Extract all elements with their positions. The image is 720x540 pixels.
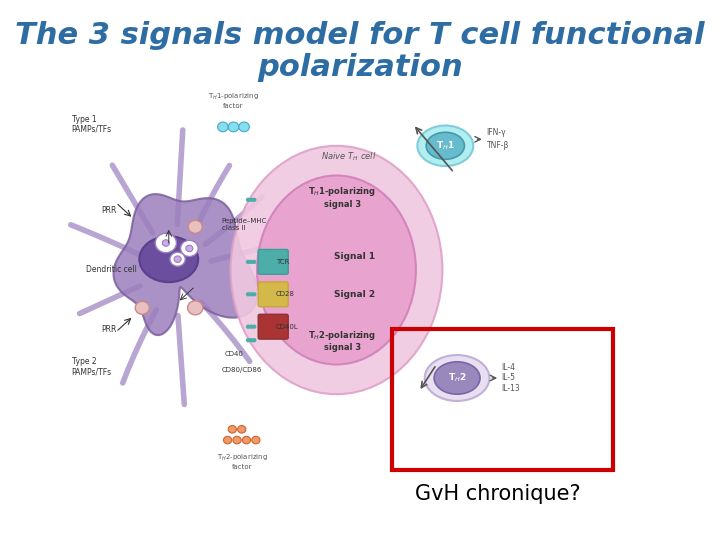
Text: IL-13: IL-13 <box>501 384 520 393</box>
Circle shape <box>246 198 251 202</box>
Ellipse shape <box>230 146 442 394</box>
Circle shape <box>252 198 256 202</box>
Ellipse shape <box>426 132 464 159</box>
FancyBboxPatch shape <box>258 314 288 339</box>
FancyBboxPatch shape <box>258 282 288 307</box>
Circle shape <box>243 436 251 444</box>
Text: Signal 2: Signal 2 <box>333 290 374 299</box>
Circle shape <box>246 338 251 342</box>
Text: Type 2
PAMPs/TFs: Type 2 PAMPs/TFs <box>72 357 112 377</box>
Text: GvH chronique?: GvH chronique? <box>415 484 581 504</box>
Text: polarization: polarization <box>257 53 463 82</box>
Circle shape <box>174 256 181 262</box>
Circle shape <box>156 233 176 253</box>
Bar <box>392 329 613 470</box>
Ellipse shape <box>418 126 473 166</box>
Text: T$_H$2-polarizing
signal 3: T$_H$2-polarizing signal 3 <box>308 328 377 352</box>
Circle shape <box>135 301 149 314</box>
Circle shape <box>249 325 253 329</box>
Circle shape <box>217 122 228 132</box>
Polygon shape <box>114 194 258 335</box>
Circle shape <box>252 436 260 444</box>
Circle shape <box>228 426 236 433</box>
Text: Type 1
PAMPs/TFs: Type 1 PAMPs/TFs <box>72 114 112 134</box>
Text: TNF-β: TNF-β <box>487 141 509 150</box>
Circle shape <box>252 325 256 329</box>
Circle shape <box>233 436 241 444</box>
FancyBboxPatch shape <box>258 249 288 274</box>
Text: IL-5: IL-5 <box>501 374 516 382</box>
Text: IFN-γ: IFN-γ <box>487 128 506 137</box>
Circle shape <box>238 426 246 433</box>
Text: TCR: TCR <box>276 259 289 265</box>
Circle shape <box>188 301 203 315</box>
Text: IL-4: IL-4 <box>501 363 516 372</box>
Circle shape <box>252 260 256 264</box>
Circle shape <box>249 260 253 264</box>
Circle shape <box>239 122 249 132</box>
Text: CD40: CD40 <box>225 350 243 357</box>
Circle shape <box>181 240 198 256</box>
Text: CD28: CD28 <box>276 291 294 298</box>
Ellipse shape <box>257 176 416 364</box>
Circle shape <box>249 292 253 296</box>
Text: The 3 signals model for T cell functional: The 3 signals model for T cell functiona… <box>15 21 705 50</box>
Circle shape <box>162 240 169 246</box>
Circle shape <box>249 338 253 342</box>
Circle shape <box>246 260 251 264</box>
Circle shape <box>186 245 193 252</box>
Text: PRR: PRR <box>101 206 117 215</box>
Circle shape <box>188 220 202 233</box>
Text: CD40L: CD40L <box>276 323 299 330</box>
Circle shape <box>252 338 256 342</box>
Text: Peptide–MHC
class II: Peptide–MHC class II <box>222 218 267 231</box>
Circle shape <box>249 198 253 202</box>
Text: T$_H$1-polarizing
signal 3: T$_H$1-polarizing signal 3 <box>308 185 377 209</box>
Text: T$_H$1: T$_H$1 <box>436 139 455 152</box>
Text: PRR: PRR <box>101 325 117 334</box>
Ellipse shape <box>140 237 198 282</box>
Circle shape <box>170 252 185 266</box>
Text: CD80/CD86: CD80/CD86 <box>222 367 262 373</box>
Circle shape <box>246 292 251 296</box>
Circle shape <box>228 122 239 132</box>
Ellipse shape <box>425 355 490 401</box>
Text: T$_H$2-polarizing
factor: T$_H$2-polarizing factor <box>217 453 268 470</box>
Circle shape <box>252 292 256 296</box>
Circle shape <box>223 436 232 444</box>
Ellipse shape <box>434 362 480 394</box>
Text: Dendritic cell: Dendritic cell <box>86 266 138 274</box>
Text: T$_H$2: T$_H$2 <box>448 372 467 384</box>
Circle shape <box>246 325 251 329</box>
Text: T$_H$1-polarizing
factor: T$_H$1-polarizing factor <box>208 91 259 109</box>
Text: Naive T$_H$ cell: Naive T$_H$ cell <box>320 150 376 163</box>
Text: Signal 1: Signal 1 <box>333 252 374 261</box>
